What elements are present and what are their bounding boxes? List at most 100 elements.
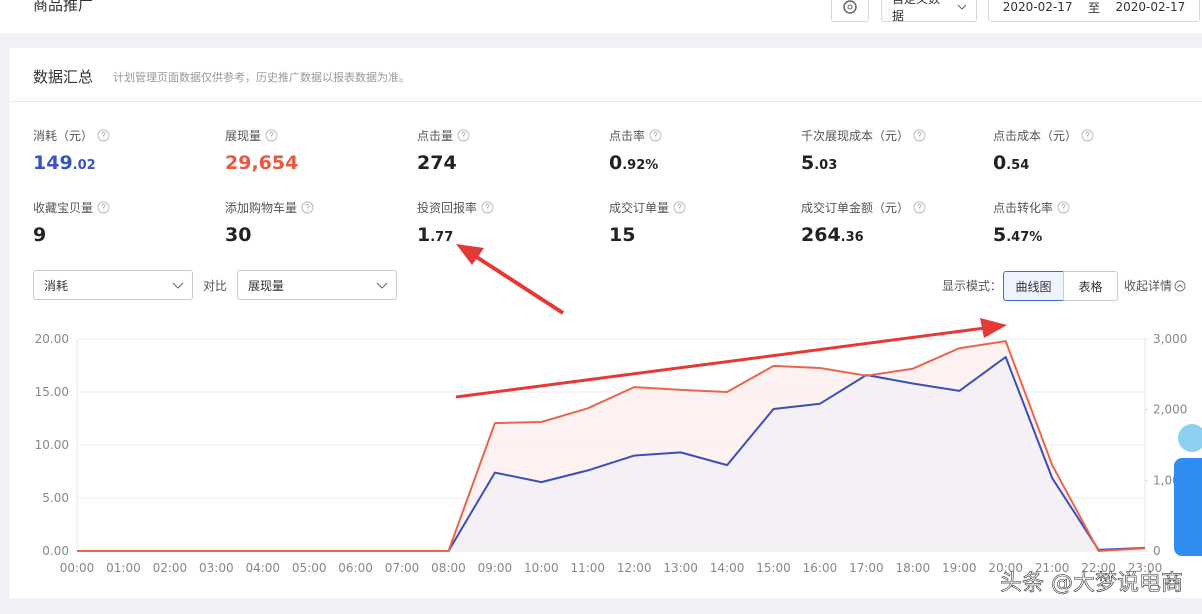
metric: 投资回报率 1.77 xyxy=(417,199,494,246)
annotation-arrows xyxy=(455,244,1007,399)
metric-value-int: 264 xyxy=(801,224,841,246)
metric-label-text: 投资回报率 xyxy=(417,201,478,215)
metric-value-int: 29,654 xyxy=(225,152,299,174)
help-circle xyxy=(673,201,686,214)
metric-value: 29,654 xyxy=(225,152,298,174)
date-start: 2020-02-17 xyxy=(1002,0,1073,14)
chevron xyxy=(376,282,388,289)
mode-button-active[interactable]: 曲线图 xyxy=(1003,271,1064,301)
metric: 展现量 29,654 xyxy=(225,127,298,174)
gear-icon xyxy=(843,0,857,14)
x-tick-label: 05:00 xyxy=(292,561,327,575)
help-mark xyxy=(917,131,922,139)
metric-value-dec: .47% xyxy=(1006,230,1043,245)
help-circle xyxy=(1081,129,1094,142)
collapse-toggle[interactable]: 收起详情 xyxy=(1124,277,1186,294)
metric-value-int: 9 xyxy=(33,224,47,246)
help-mark xyxy=(101,131,106,139)
date-range[interactable]: 2020-02-17 至 2020-02-17 xyxy=(988,0,1200,22)
metric-value: 264.36 xyxy=(801,224,926,246)
help-circle xyxy=(457,129,470,142)
metric-value-int: 5 xyxy=(801,152,815,174)
y2-tick-label: 3,000 xyxy=(1153,332,1187,346)
x-tick-label: 02:00 xyxy=(153,561,188,575)
x-tick-label: 10:00 xyxy=(524,561,559,575)
help-circle xyxy=(265,129,278,142)
help-circle xyxy=(481,201,494,214)
metric-label: 点击率 xyxy=(609,127,662,144)
help-circle xyxy=(913,201,926,214)
compare-label: 对比 xyxy=(203,279,228,293)
x-tick-label: 15:00 xyxy=(756,561,791,575)
x-tick-label: 18:00 xyxy=(896,561,931,575)
x-tick-label: 17:00 xyxy=(849,561,884,575)
metric-label: 点击转化率 xyxy=(993,199,1070,216)
help-icon xyxy=(97,201,110,214)
page-title: 商品推广 xyxy=(33,0,94,14)
metric-select[interactable]: 消耗 xyxy=(33,270,193,300)
metric-value-dec: .02 xyxy=(72,158,96,173)
x-tick-label: 01:00 xyxy=(106,561,141,575)
metric: 千次展现成本（元） 5.03 xyxy=(801,127,926,174)
select-text: 展现量 xyxy=(248,278,285,293)
metric-value: 0.92% xyxy=(609,152,662,174)
chevron xyxy=(957,4,966,10)
help-icon xyxy=(649,129,662,142)
metric-label: 成交订单量 xyxy=(609,199,686,216)
metric-value: 30 xyxy=(225,224,314,246)
metric: 成交订单量 15 xyxy=(609,199,686,246)
series-area xyxy=(77,357,1145,551)
mode-button[interactable]: 表格 xyxy=(1063,271,1118,301)
metric-value-dec: .77 xyxy=(430,230,454,245)
help-icon xyxy=(481,201,494,214)
metric-value-int: 149 xyxy=(33,152,73,174)
top-bar: 商品推广 自定义数据 2020-02-17 至 2020-02-17 xyxy=(0,0,1202,33)
metric-label-text: 展现量 xyxy=(225,129,262,143)
mascot xyxy=(1178,424,1202,452)
preset-text: 自定义数据 xyxy=(892,0,940,23)
metric-label-text: 点击量 xyxy=(417,129,454,143)
metric-label: 添加购物车量 xyxy=(225,199,314,216)
metric-label-text: 点击成本（元） xyxy=(993,129,1078,143)
settings-button[interactable] xyxy=(831,0,869,22)
collapse-text: 收起详情 xyxy=(1124,279,1173,293)
preset-select[interactable]: 自定义数据 xyxy=(881,0,977,23)
metric-value-int: 30 xyxy=(225,224,252,246)
plot: 0.005.0010.0015.0020.0001,0002,0003,0000… xyxy=(35,332,1188,575)
metric-value: 9 xyxy=(33,224,110,246)
help-icon xyxy=(913,201,926,214)
x-tick-label: 20:00 xyxy=(988,561,1023,575)
arrowhead xyxy=(980,318,1007,338)
arrowhead xyxy=(456,244,484,265)
metric-label-text: 成交订单金额（元） xyxy=(801,201,910,215)
help-icon xyxy=(301,201,314,214)
series-line xyxy=(77,340,1146,552)
metric-value: 5.47% xyxy=(993,224,1070,246)
help-mark xyxy=(1061,203,1066,211)
y-tick-label: 20.00 xyxy=(35,332,69,346)
metric: 消耗（元） 149.02 xyxy=(33,127,110,174)
mode-label: 显示模式： xyxy=(942,279,1003,293)
metric: 点击成本（元） 0.54 xyxy=(993,127,1094,174)
compare-select[interactable]: 展现量 xyxy=(237,270,397,300)
help-circle xyxy=(97,129,110,142)
metric-value-dec: .54 xyxy=(1006,158,1030,173)
help-circle xyxy=(649,129,662,142)
x-tick-label: 07:00 xyxy=(385,561,420,575)
metric-value-int: 15 xyxy=(609,224,636,246)
x-tick-label: 04:00 xyxy=(245,561,280,575)
widget-panel[interactable] xyxy=(1174,458,1202,556)
collapse-icon xyxy=(1174,280,1186,291)
metric-label: 收藏宝贝量 xyxy=(33,199,110,216)
help-mark xyxy=(1085,131,1090,139)
y-tick-label: 10.00 xyxy=(35,438,69,452)
metric-label: 点击量 xyxy=(417,127,470,144)
metric-label-text: 收藏宝贝量 xyxy=(33,201,94,215)
metric-label-text: 成交订单量 xyxy=(609,201,670,215)
metric-label: 成交订单金额（元） xyxy=(801,199,926,216)
help-mark xyxy=(677,203,682,211)
x-tick-label: 22:00 xyxy=(1081,561,1116,575)
card-note: 计划管理页面数据仅供参考，历史推广数据以报表数据为准。 xyxy=(113,71,410,84)
metric-label: 展现量 xyxy=(225,127,298,144)
x-tick-label: 03:00 xyxy=(199,561,234,575)
